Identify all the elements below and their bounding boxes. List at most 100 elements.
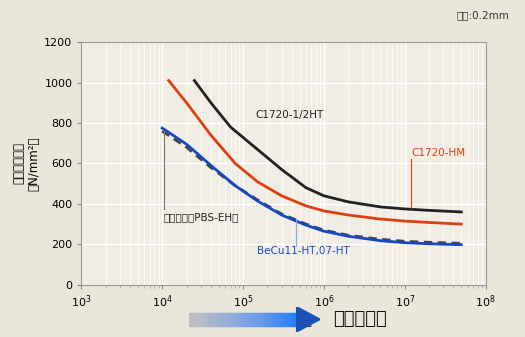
Bar — [216, 313, 217, 326]
Bar — [262, 313, 264, 326]
Bar — [222, 313, 223, 326]
Bar — [236, 313, 237, 326]
Bar — [189, 313, 190, 326]
Bar — [228, 313, 229, 326]
Bar — [273, 313, 274, 326]
Bar — [207, 313, 208, 326]
Bar — [232, 313, 233, 326]
Bar — [194, 313, 196, 326]
Bar — [217, 313, 218, 326]
Bar — [251, 313, 253, 326]
Bar — [197, 313, 199, 326]
Bar — [250, 313, 251, 326]
Bar — [254, 313, 255, 326]
Bar — [209, 313, 211, 326]
Bar — [193, 313, 195, 326]
Bar — [230, 313, 231, 326]
Bar — [277, 313, 278, 326]
Bar — [248, 313, 249, 326]
Text: C1720-1/2HT: C1720-1/2HT — [255, 110, 323, 120]
Bar — [249, 313, 250, 326]
Bar — [234, 313, 235, 326]
Bar — [208, 313, 209, 326]
Y-axis label: 表面最大応力
（N/mm²）: 表面最大応力 （N/mm²） — [12, 136, 40, 191]
Bar — [270, 313, 271, 326]
Bar — [267, 313, 268, 326]
Bar — [269, 313, 270, 326]
Bar — [275, 313, 276, 326]
Bar — [266, 313, 267, 326]
Bar — [198, 313, 200, 326]
Bar — [244, 313, 245, 326]
Bar — [201, 313, 202, 326]
Bar — [219, 313, 220, 326]
Bar — [220, 313, 222, 326]
Bar — [278, 313, 279, 326]
Bar — [191, 313, 192, 326]
Bar — [245, 313, 246, 326]
Bar — [286, 313, 287, 326]
Bar — [238, 313, 240, 326]
Bar — [261, 313, 262, 326]
Bar — [237, 313, 239, 326]
Bar — [272, 313, 273, 326]
Bar — [253, 313, 254, 326]
Bar — [271, 313, 272, 326]
Text: りん青銅（PBS-EH）: りん青銅（PBS-EH） — [164, 212, 239, 222]
Bar — [256, 313, 257, 326]
Bar — [200, 313, 201, 326]
Bar — [257, 313, 258, 326]
Bar — [289, 313, 290, 326]
Bar — [264, 313, 266, 326]
Bar — [281, 313, 283, 326]
Bar — [227, 313, 228, 326]
Bar — [242, 313, 243, 326]
Bar — [192, 313, 193, 326]
Bar — [202, 313, 203, 326]
Bar — [280, 313, 282, 326]
Bar — [268, 313, 269, 326]
Bar — [239, 313, 241, 326]
Bar — [293, 313, 295, 326]
Bar — [240, 313, 242, 326]
Bar — [215, 313, 216, 326]
Bar — [246, 313, 247, 326]
Bar — [205, 313, 206, 326]
Text: C1720-HM: C1720-HM — [411, 148, 465, 158]
Bar — [296, 313, 297, 326]
Bar — [258, 313, 259, 326]
Bar — [231, 313, 232, 326]
Bar — [259, 313, 260, 326]
Bar — [226, 313, 227, 326]
Bar — [218, 313, 219, 326]
Text: 高疲労特性: 高疲労特性 — [333, 310, 387, 329]
Bar — [263, 313, 265, 326]
Bar — [295, 313, 296, 326]
Bar — [213, 313, 214, 326]
Bar — [206, 313, 207, 326]
X-axis label: 繰返し回数（N）: 繰返し回数（N） — [255, 314, 312, 328]
Bar — [229, 313, 230, 326]
Bar — [290, 313, 291, 326]
Bar — [288, 313, 289, 326]
Bar — [233, 313, 234, 326]
Bar — [279, 313, 280, 326]
Bar — [190, 313, 191, 326]
Bar — [212, 313, 213, 326]
Bar — [291, 313, 292, 326]
Bar — [284, 313, 285, 326]
Bar — [195, 313, 197, 326]
Bar — [243, 313, 244, 326]
Bar — [224, 313, 225, 326]
Polygon shape — [297, 307, 320, 332]
Bar — [223, 313, 224, 326]
Text: BeCu11-HT,07-HT: BeCu11-HT,07-HT — [257, 246, 350, 256]
Bar — [274, 313, 275, 326]
Bar — [282, 313, 284, 326]
Bar — [292, 313, 293, 326]
Bar — [214, 313, 215, 326]
Bar — [235, 313, 236, 326]
Bar — [285, 313, 286, 326]
Text: 板厚:0.2mm: 板厚:0.2mm — [456, 10, 509, 20]
Bar — [247, 313, 248, 326]
